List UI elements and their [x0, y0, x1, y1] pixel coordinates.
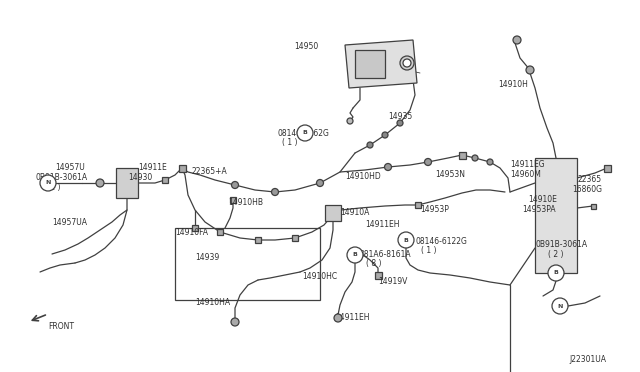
Text: 14910E: 14910E [528, 195, 557, 204]
Text: 14957UA: 14957UA [52, 218, 87, 227]
Circle shape [231, 318, 239, 326]
Circle shape [487, 159, 493, 165]
Text: B: B [554, 270, 559, 276]
Text: 22365+A: 22365+A [192, 167, 228, 176]
Text: 14919V: 14919V [378, 277, 408, 286]
Text: 0B91B-3061A: 0B91B-3061A [536, 240, 588, 249]
Circle shape [334, 314, 342, 322]
Text: J22301UA: J22301UA [569, 355, 606, 364]
Bar [175, 228, 320, 300]
Text: B: B [353, 253, 357, 257]
Circle shape [385, 164, 392, 170]
Text: 14910HA: 14910HA [195, 298, 230, 307]
Text: 14957U: 14957U [55, 163, 84, 172]
Circle shape [397, 120, 403, 126]
Circle shape [548, 265, 564, 281]
Circle shape [96, 179, 104, 187]
Circle shape [317, 180, 323, 186]
Bar [374, 272, 381, 279]
Text: 14910FA: 14910FA [175, 228, 208, 237]
Text: FRONT: FRONT [48, 322, 74, 331]
Polygon shape [345, 40, 417, 88]
Circle shape [400, 56, 414, 70]
Circle shape [472, 155, 478, 161]
Bar [255, 237, 261, 243]
Bar [179, 164, 186, 171]
Bar [217, 229, 223, 235]
Text: 14950: 14950 [294, 42, 318, 51]
Text: 14910HB: 14910HB [228, 198, 263, 207]
Text: 08146-6122G: 08146-6122G [415, 237, 467, 246]
Circle shape [347, 247, 363, 263]
Text: 14953P: 14953P [420, 205, 449, 214]
Text: 14911EH: 14911EH [335, 313, 369, 322]
Bar [292, 235, 298, 241]
Circle shape [513, 36, 521, 44]
Bar [458, 151, 465, 158]
Circle shape [552, 298, 568, 314]
Text: 16860G: 16860G [572, 185, 602, 194]
Text: 14910HD: 14910HD [345, 172, 381, 181]
Text: 14911EH: 14911EH [365, 220, 399, 229]
Circle shape [398, 232, 414, 248]
Bar [116, 168, 138, 198]
Circle shape [271, 189, 278, 196]
Text: 14930: 14930 [128, 173, 152, 182]
Bar [230, 197, 236, 203]
Text: B: B [404, 237, 408, 243]
Text: ( 2 ): ( 2 ) [548, 250, 563, 259]
Circle shape [232, 182, 239, 189]
Circle shape [403, 59, 411, 67]
Circle shape [424, 158, 431, 166]
Text: 081A6-8161A: 081A6-8161A [360, 250, 412, 259]
Circle shape [297, 125, 313, 141]
Text: 14910HC: 14910HC [302, 272, 337, 281]
Circle shape [526, 66, 534, 74]
Text: 14935: 14935 [388, 112, 412, 121]
Text: N: N [45, 180, 51, 186]
Text: 08146-8162G: 08146-8162G [278, 129, 330, 138]
Text: 14960M: 14960M [510, 170, 541, 179]
Text: B: B [303, 131, 307, 135]
Circle shape [382, 132, 388, 138]
Text: ( 1 ): ( 1 ) [421, 246, 436, 255]
Bar [591, 203, 595, 208]
Text: 14910H: 14910H [498, 80, 528, 89]
Text: 14911E: 14911E [138, 163, 167, 172]
Text: N: N [557, 304, 563, 308]
Text: 14939: 14939 [195, 253, 220, 262]
Bar [325, 205, 341, 221]
Text: ( 8 ): ( 8 ) [366, 259, 381, 268]
Text: 14953N: 14953N [435, 170, 465, 179]
Bar [355, 50, 385, 78]
Bar [535, 158, 577, 273]
Text: ( 1 ): ( 1 ) [282, 138, 298, 147]
Bar [604, 164, 611, 171]
Circle shape [367, 142, 373, 148]
Text: 14910A: 14910A [340, 208, 369, 217]
Bar [162, 177, 168, 183]
Text: 14911EG: 14911EG [510, 160, 545, 169]
Text: 0B91B-3061A: 0B91B-3061A [36, 173, 88, 182]
Text: 22365: 22365 [578, 175, 602, 184]
Bar [192, 225, 198, 231]
Circle shape [347, 118, 353, 124]
Bar [415, 202, 421, 208]
Text: ( 2 ): ( 2 ) [45, 183, 61, 192]
Text: 14953PA: 14953PA [522, 205, 556, 214]
Circle shape [40, 175, 56, 191]
